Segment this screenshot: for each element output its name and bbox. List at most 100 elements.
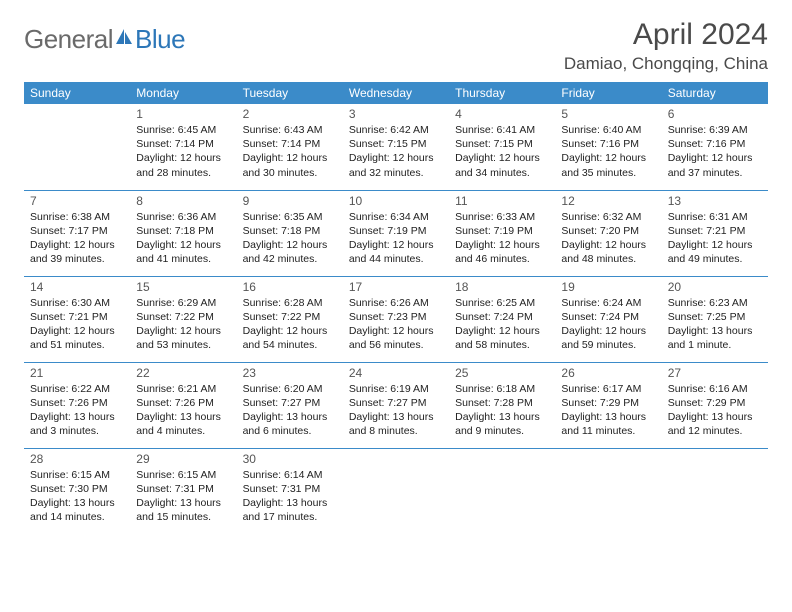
weekday-header: Monday [130, 82, 236, 104]
day-info: Sunrise: 6:25 AMSunset: 7:24 PMDaylight:… [455, 296, 549, 353]
calendar-cell: 26 Sunrise: 6:17 AMSunset: 7:29 PMDayligh… [555, 362, 661, 448]
day-number: 6 [668, 107, 762, 121]
calendar-cell [343, 448, 449, 534]
calendar-body: 1 Sunrise: 6:45 AMSunset: 7:14 PMDaylight… [24, 104, 768, 534]
day-number: 5 [561, 107, 655, 121]
calendar-cell: 11 Sunrise: 6:33 AMSunset: 7:19 PMDayligh… [449, 190, 555, 276]
weekday-header: Sunday [24, 82, 130, 104]
day-number: 17 [349, 280, 443, 294]
day-info: Sunrise: 6:20 AMSunset: 7:27 PMDaylight:… [243, 382, 337, 439]
day-info: Sunrise: 6:24 AMSunset: 7:24 PMDaylight:… [561, 296, 655, 353]
calendar-cell: 8 Sunrise: 6:36 AMSunset: 7:18 PMDaylight… [130, 190, 236, 276]
day-number: 12 [561, 194, 655, 208]
calendar-cell: 7 Sunrise: 6:38 AMSunset: 7:17 PMDaylight… [24, 190, 130, 276]
weekday-header: Thursday [449, 82, 555, 104]
day-number: 13 [668, 194, 762, 208]
day-info: Sunrise: 6:15 AMSunset: 7:30 PMDaylight:… [30, 468, 124, 525]
calendar-cell: 13 Sunrise: 6:31 AMSunset: 7:21 PMDayligh… [662, 190, 768, 276]
day-number: 4 [455, 107, 549, 121]
day-number: 7 [30, 194, 124, 208]
header: General Blue April 2024 Damiao, Chongqin… [24, 18, 768, 74]
calendar-cell: 22Sunrise: 6:21 AMSunset: 7:26 PMDayligh… [130, 362, 236, 448]
calendar-cell: 27 Sunrise: 6:16 AMSunset: 7:29 PMDayligh… [662, 362, 768, 448]
calendar-cell: 2 Sunrise: 6:43 AMSunset: 7:14 PMDaylight… [237, 104, 343, 190]
day-info: Sunrise: 6:34 AMSunset: 7:19 PMDaylight:… [349, 210, 443, 267]
day-number: 2 [243, 107, 337, 121]
day-number: 22 [136, 366, 230, 380]
day-info: Sunrise: 6:32 AMSunset: 7:20 PMDaylight:… [561, 210, 655, 267]
day-info: Sunrise: 6:41 AMSunset: 7:15 PMDaylight:… [455, 123, 549, 180]
day-info: Sunrise: 6:38 AMSunset: 7:17 PMDaylight:… [30, 210, 124, 267]
day-number: 27 [668, 366, 762, 380]
day-number: 20 [668, 280, 762, 294]
calendar-cell: 9 Sunrise: 6:35 AMSunset: 7:18 PMDaylight… [237, 190, 343, 276]
day-number: 18 [455, 280, 549, 294]
calendar-cell: 25 Sunrise: 6:18 AMSunset: 7:28 PMDayligh… [449, 362, 555, 448]
day-info: Sunrise: 6:33 AMSunset: 7:19 PMDaylight:… [455, 210, 549, 267]
day-number: 11 [455, 194, 549, 208]
title-block: April 2024 Damiao, Chongqing, China [564, 18, 768, 74]
day-number: 14 [30, 280, 124, 294]
day-info: Sunrise: 6:40 AMSunset: 7:16 PMDaylight:… [561, 123, 655, 180]
calendar-cell: 19 Sunrise: 6:24 AMSunset: 7:24 PMDayligh… [555, 276, 661, 362]
day-number: 9 [243, 194, 337, 208]
day-info: Sunrise: 6:14 AMSunset: 7:31 PMDaylight:… [243, 468, 337, 525]
day-info: Sunrise: 6:22 AMSunset: 7:26 PMDaylight:… [30, 382, 124, 439]
calendar-cell [24, 104, 130, 190]
day-info: Sunrise: 6:45 AMSunset: 7:14 PMDaylight:… [136, 123, 230, 180]
day-info: Sunrise: 6:15 AMSunset: 7:31 PMDaylight:… [136, 468, 230, 525]
calendar-cell: 15 Sunrise: 6:29 AMSunset: 7:22 PMDayligh… [130, 276, 236, 362]
calendar-cell: 16Sunrise: 6:28 AMSunset: 7:22 PMDayligh… [237, 276, 343, 362]
weekday-header: Friday [555, 82, 661, 104]
calendar-page: General Blue April 2024 Damiao, Chongqin… [0, 0, 792, 552]
day-info: Sunrise: 6:26 AMSunset: 7:23 PMDaylight:… [349, 296, 443, 353]
day-info: Sunrise: 6:31 AMSunset: 7:21 PMDaylight:… [668, 210, 762, 267]
day-number: 8 [136, 194, 230, 208]
calendar-cell: 6Sunrise: 6:39 AMSunset: 7:16 PMDaylight… [662, 104, 768, 190]
day-number: 30 [243, 452, 337, 466]
calendar-cell: 30 Sunrise: 6:14 AMSunset: 7:31 PMDayligh… [237, 448, 343, 534]
day-info: Sunrise: 6:43 AMSunset: 7:14 PMDaylight:… [243, 123, 337, 180]
weekday-header: Wednesday [343, 82, 449, 104]
calendar-cell: 28 Sunrise: 6:15 AMSunset: 7:30 PMDayligh… [24, 448, 130, 534]
calendar-cell: 14 Sunrise: 6:30 AMSunset: 7:21 PMDayligh… [24, 276, 130, 362]
day-number: 1 [136, 107, 230, 121]
calendar-cell: 5 Sunrise: 6:40 AMSunset: 7:16 PMDaylight… [555, 104, 661, 190]
day-number: 19 [561, 280, 655, 294]
day-info: Sunrise: 6:17 AMSunset: 7:29 PMDaylight:… [561, 382, 655, 439]
calendar-cell: 24 Sunrise: 6:19 AMSunset: 7:27 PMDayligh… [343, 362, 449, 448]
day-number: 26 [561, 366, 655, 380]
day-number: 24 [349, 366, 443, 380]
logo: General Blue [24, 24, 185, 55]
calendar-table: SundayMondayTuesdayWednesdayThursdayFrid… [24, 82, 768, 534]
day-number: 28 [30, 452, 124, 466]
day-number: 3 [349, 107, 443, 121]
day-info: Sunrise: 6:42 AMSunset: 7:15 PMDaylight:… [349, 123, 443, 180]
calendar-cell: 1 Sunrise: 6:45 AMSunset: 7:14 PMDaylight… [130, 104, 236, 190]
logo-text-general: General [24, 24, 113, 55]
day-info: Sunrise: 6:36 AMSunset: 7:18 PMDaylight:… [136, 210, 230, 267]
logo-text-blue: Blue [135, 24, 185, 55]
day-info: Sunrise: 6:35 AMSunset: 7:18 PMDaylight:… [243, 210, 337, 267]
weekday-header: Saturday [662, 82, 768, 104]
day-number: 29 [136, 452, 230, 466]
calendar-header-row: SundayMondayTuesdayWednesdayThursdayFrid… [24, 82, 768, 104]
day-info: Sunrise: 6:18 AMSunset: 7:28 PMDaylight:… [455, 382, 549, 439]
calendar-cell: 18 Sunrise: 6:25 AMSunset: 7:24 PMDayligh… [449, 276, 555, 362]
calendar-cell: 4 Sunrise: 6:41 AMSunset: 7:15 PMDaylight… [449, 104, 555, 190]
day-info: Sunrise: 6:23 AMSunset: 7:25 PMDaylight:… [668, 296, 762, 353]
day-number: 25 [455, 366, 549, 380]
calendar-cell [662, 448, 768, 534]
day-info: Sunrise: 6:29 AMSunset: 7:22 PMDaylight:… [136, 296, 230, 353]
day-info: Sunrise: 6:30 AMSunset: 7:21 PMDaylight:… [30, 296, 124, 353]
calendar-cell: 21Sunrise: 6:22 AMSunset: 7:26 PMDayligh… [24, 362, 130, 448]
day-number: 23 [243, 366, 337, 380]
day-info: Sunrise: 6:16 AMSunset: 7:29 PMDaylight:… [668, 382, 762, 439]
day-number: 16 [243, 280, 337, 294]
calendar-cell: 10 Sunrise: 6:34 AMSunset: 7:19 PMDayligh… [343, 190, 449, 276]
day-number: 10 [349, 194, 443, 208]
day-info: Sunrise: 6:19 AMSunset: 7:27 PMDaylight:… [349, 382, 443, 439]
calendar-cell: 20 Sunrise: 6:23 AMSunset: 7:25 PMDayligh… [662, 276, 768, 362]
day-number: 15 [136, 280, 230, 294]
calendar-cell: 17 Sunrise: 6:26 AMSunset: 7:23 PMDayligh… [343, 276, 449, 362]
